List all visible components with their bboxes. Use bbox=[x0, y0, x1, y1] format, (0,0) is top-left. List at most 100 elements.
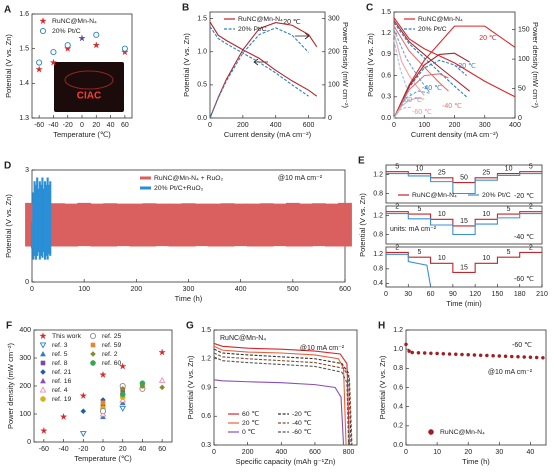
legend-label: ref. 59 bbox=[102, 342, 121, 349]
y-tick-label: 0.8 bbox=[393, 365, 403, 372]
x-tick-label: 0 bbox=[404, 449, 408, 456]
y-tick-label: 0 bbox=[25, 279, 29, 286]
annotation: 20 ℃ bbox=[479, 35, 497, 42]
panel-label: C bbox=[366, 3, 373, 14]
marker bbox=[79, 431, 87, 438]
marker bbox=[497, 354, 502, 358]
current-label: 25 bbox=[482, 170, 490, 177]
legend-label: RuNC@Mn-N₄ bbox=[418, 16, 463, 23]
legend-marker bbox=[39, 386, 47, 393]
annotation: -20 ℃ bbox=[456, 63, 476, 70]
legend-label: 20 ℃ bbox=[242, 420, 259, 427]
marker bbox=[119, 399, 126, 406]
legend-label: RuNC@Mn-N₄ bbox=[412, 192, 457, 199]
line bbox=[213, 342, 350, 446]
legend-label: ref. 60 bbox=[102, 360, 121, 367]
marker bbox=[422, 351, 427, 355]
annotation: @10 mA cm⁻² bbox=[488, 369, 533, 376]
line bbox=[393, 29, 431, 94]
legend-marker bbox=[39, 342, 47, 349]
legend-marker bbox=[39, 332, 47, 340]
x-tick-label: 500 bbox=[287, 286, 299, 293]
legend-label: 0 ℃ bbox=[242, 429, 256, 436]
marker bbox=[509, 354, 514, 359]
x-tick-label: 0 bbox=[208, 122, 212, 129]
legend-label: RuNC@Mn-N₄ bbox=[238, 16, 283, 23]
marker bbox=[534, 355, 539, 360]
marker bbox=[40, 426, 48, 434]
marker bbox=[119, 405, 127, 412]
marker bbox=[516, 355, 520, 359]
line bbox=[213, 379, 345, 446]
x-tick-label: 90 bbox=[449, 291, 457, 298]
legend-label: ref. 21 bbox=[52, 369, 71, 376]
y-tick-label: 0.8 bbox=[373, 231, 383, 238]
marker bbox=[121, 48, 129, 56]
annotation: -40 ℃ bbox=[422, 85, 442, 92]
annotation: CIAC bbox=[77, 91, 101, 102]
current-label: 2 bbox=[395, 244, 399, 251]
legend-marker bbox=[39, 17, 47, 25]
legend-label: -60 ℃ bbox=[292, 429, 312, 436]
current-label: 5 bbox=[417, 249, 421, 256]
legend-marker bbox=[89, 333, 97, 339]
y-axis-label: Power density (mW cm⁻²) bbox=[6, 342, 15, 429]
y-tick-label: 0.6 bbox=[201, 413, 211, 420]
y2-tick-label: 0 bbox=[518, 115, 522, 122]
line bbox=[393, 52, 470, 119]
y-tick-label: 100 bbox=[19, 411, 31, 418]
marker bbox=[441, 352, 446, 356]
line bbox=[213, 356, 350, 446]
marker bbox=[503, 354, 508, 358]
marker bbox=[64, 42, 71, 49]
line bbox=[213, 352, 353, 446]
x-tick-label: 0 bbox=[101, 446, 105, 453]
marker bbox=[435, 351, 439, 356]
marker bbox=[429, 351, 433, 356]
legend-marker bbox=[40, 396, 46, 402]
y-tick-label: 0.0 bbox=[381, 115, 391, 122]
marker bbox=[416, 351, 421, 355]
y-tick-label: 1.2 bbox=[201, 356, 211, 363]
x-tick-label: 400 bbox=[235, 286, 247, 293]
x-tick-label: 30 bbox=[404, 291, 412, 298]
y-axis-label: Potential (V vs. Zn) bbox=[4, 194, 13, 258]
y-axis-label: Potential (V vs. Zn) bbox=[4, 34, 13, 98]
y-tick-label: 0.0 bbox=[197, 115, 207, 122]
x-axis-label: Time (min) bbox=[446, 299, 482, 308]
panel-label: E bbox=[358, 156, 365, 167]
marker bbox=[491, 354, 495, 358]
y-tick-label: 0.6 bbox=[393, 384, 403, 391]
marker bbox=[485, 353, 489, 358]
x-tick-label: 200 bbox=[237, 122, 249, 129]
y-tick-label: 0.9 bbox=[201, 384, 211, 391]
current-label: 50 bbox=[460, 174, 468, 181]
annotation: -60 ℃ bbox=[512, 342, 532, 349]
current-label: 5 bbox=[507, 206, 511, 213]
marker bbox=[121, 45, 128, 52]
panel-label: D bbox=[4, 161, 11, 172]
line bbox=[213, 345, 347, 446]
current-label: 10 bbox=[505, 165, 513, 172]
legend-label: 20% Pt/C+RuO₂ bbox=[154, 185, 204, 192]
current-label: 5 bbox=[417, 206, 421, 213]
marker bbox=[119, 391, 126, 398]
y-axis-label: Potential (V vs. Zn) bbox=[186, 355, 195, 419]
annotation: -20 ℃ bbox=[514, 193, 534, 200]
current-label: 5 bbox=[529, 163, 533, 170]
inset-photo bbox=[54, 62, 124, 112]
legend-marker bbox=[40, 369, 46, 375]
x-tick-label: -40 bbox=[59, 446, 69, 453]
x-tick-label: 600 bbox=[339, 286, 351, 293]
y-tick-label: 1.5 bbox=[381, 9, 391, 16]
y-tick-label: 0.4 bbox=[373, 280, 383, 287]
line bbox=[386, 253, 432, 287]
marker bbox=[78, 34, 86, 42]
x-tick-label: 0 bbox=[384, 291, 388, 298]
marker bbox=[50, 49, 57, 56]
legend-label: ref. 16 bbox=[52, 378, 71, 385]
marker bbox=[410, 350, 415, 355]
marker bbox=[59, 412, 68, 420]
annotation: -60 ℃ bbox=[402, 97, 422, 104]
legend-label: ref. 3 bbox=[52, 342, 68, 349]
